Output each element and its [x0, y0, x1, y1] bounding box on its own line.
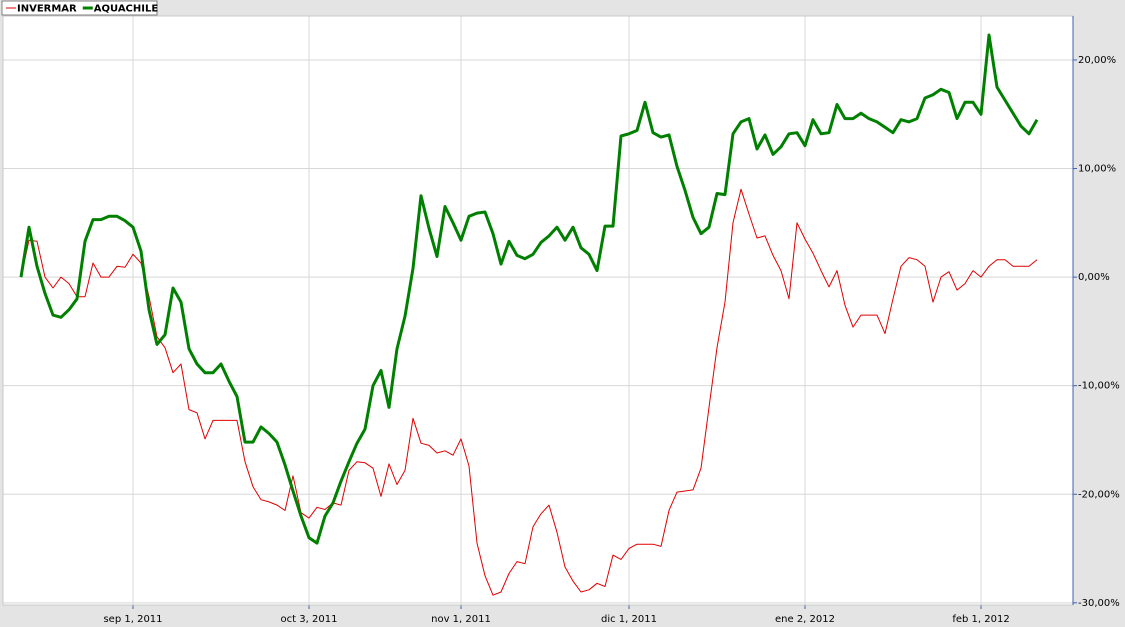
y-tick-label: -30,00%	[1078, 598, 1120, 609]
x-tick-label: ene 2, 2012	[775, 614, 835, 625]
x-tick-label: feb 1, 2012	[952, 614, 1009, 625]
series-line	[19, 33, 1039, 545]
plot-area	[3, 16, 1073, 605]
x-tick-label: dic 1, 2011	[601, 614, 657, 625]
y-tick-label: 0,00%	[1078, 272, 1110, 283]
x-tick-label: oct 3, 2011	[281, 614, 338, 625]
y-tick-label: -20,00%	[1078, 489, 1120, 500]
legend: INVERMAR AQUACHILE	[1, 0, 159, 16]
y-tick-label: -10,00%	[1078, 381, 1120, 392]
legend-label: INVERMAR	[17, 4, 77, 15]
x-tick-label: nov 1, 2011	[431, 614, 491, 625]
y-tick-label: 20,00%	[1078, 55, 1116, 66]
x-tick-label: sep 1, 2011	[103, 614, 162, 625]
legend-label: AQUACHILE	[94, 4, 159, 15]
y-tick-label: 10,00%	[1078, 164, 1116, 175]
legend-box	[1, 0, 158, 16]
series-line	[20, 188, 1038, 596]
